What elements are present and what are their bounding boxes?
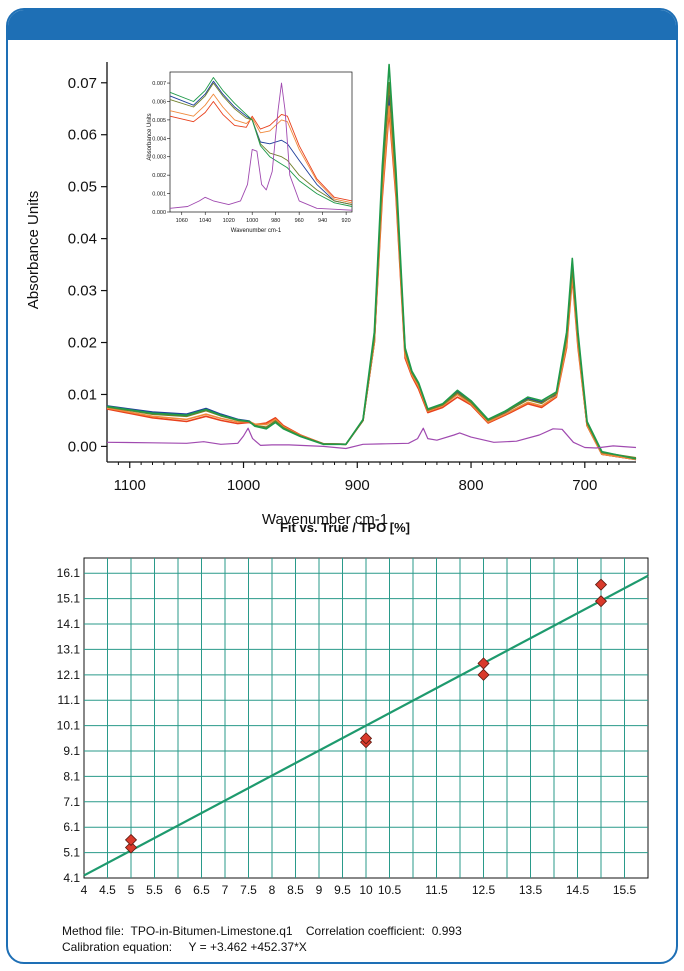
- calibration-data-point: [477, 657, 490, 670]
- spectrum-x-tick-label: 900: [345, 477, 370, 494]
- calibration-y-tick-label: 10.1: [57, 719, 81, 733]
- calibration-x-tick-label: 4.5: [99, 883, 116, 897]
- inset-y-tick-label: 0.001: [152, 192, 166, 198]
- inset-x-tick-label: 940: [318, 218, 327, 224]
- inset-x-tick-label: 1040: [199, 218, 211, 224]
- calibration-data-point: [477, 668, 490, 681]
- inset-x-tick-label: 920: [342, 218, 351, 224]
- spectrum-chart: 0.00 0.01 0.02 0.03 0.04 0.05 0.06 0.07 1100 1000…: [25, 62, 637, 528]
- inset-series-line: [169, 101, 353, 202]
- calibration-y-tick-label: 15.1: [57, 592, 81, 606]
- calibration-x-tick-label: 7.5: [240, 883, 257, 897]
- inset-chart: 0.000 0.001 0.002 0.003 0.004 0.005 0.006 0.007…: [147, 71, 353, 234]
- inset-y-tick-label: 0.003: [152, 155, 166, 161]
- calibration-x-tick-label: 8.5: [287, 883, 304, 897]
- inset-y-tick-label: 0.002: [152, 173, 166, 179]
- inset-y-tick-label: 0.006: [152, 99, 166, 105]
- inset-x-tick-label: 1000: [246, 218, 258, 224]
- spectrum-y-tick-label: 0.00: [68, 438, 97, 455]
- inset-x-tick-label: 1020: [223, 218, 235, 224]
- spectrum-y-tick-label: 0.05: [68, 179, 97, 196]
- calibration-data-point: [594, 595, 608, 608]
- spectrum-y-tick-label: 0.07: [68, 75, 97, 92]
- calibration-data-point: [594, 578, 608, 591]
- calibration-y-tick-label: 4.1: [63, 871, 80, 885]
- spectrum-x-axis-label: Wavenumber cm-1: [262, 511, 388, 528]
- calibration-y-tick-label: 16.1: [57, 566, 81, 580]
- calibration-x-tick-label: 9: [316, 883, 323, 897]
- spectrum-series-line: [106, 63, 637, 460]
- calibration-x-tick-label: 9.5: [334, 883, 351, 897]
- calibration-x-tick-label: 5.5: [146, 883, 163, 897]
- calibration-x-tick-label: 11.5: [425, 883, 448, 897]
- inset-y-tick-label: 0.000: [152, 210, 166, 216]
- calibration-y-tick-label: 9.1: [63, 744, 80, 758]
- calibration-x-tick-label: 15.5: [613, 883, 637, 897]
- calibration-data-point: [124, 833, 138, 846]
- calibration-x-tick-label: 6: [175, 883, 182, 897]
- inset-y-tick-label: 0.004: [152, 136, 166, 142]
- calibration-y-tick-label: 12.1: [57, 668, 81, 682]
- calibration-y-tick-label: 5.1: [63, 846, 80, 860]
- calibration-y-tick-label: 6.1: [63, 820, 80, 834]
- inset-x-tick-label: 980: [271, 218, 280, 224]
- calibration-data-point: [124, 841, 138, 854]
- spectrum-y-tick-label: 0.02: [68, 335, 97, 352]
- spectrum-y-axis-label: Absorbance Units: [25, 191, 42, 309]
- calibration-x-tick-label: 10: [359, 883, 373, 897]
- inset-y-tick-label: 0.007: [152, 81, 166, 87]
- calibration-x-tick-label: 10.5: [378, 883, 402, 897]
- calibration-data-point: [359, 732, 373, 745]
- calibration-x-tick-label: 12.5: [472, 883, 496, 897]
- calibration-x-tick-label: 5: [128, 883, 135, 897]
- calibration-x-tick-label: 7: [222, 883, 229, 897]
- inset-x-axis-label: Wavenumber cm-1: [231, 228, 282, 234]
- inset-y-axis-label: Absorbance Units: [147, 113, 153, 160]
- calibration-fit-line: [83, 574, 649, 877]
- calibration-equation-line: Calibration equation: Y = +3.462 +452.37…: [62, 940, 307, 954]
- calibration-x-tick-label: 13.5: [519, 883, 543, 897]
- spectrum-x-tick-label: 800: [459, 477, 484, 494]
- spectrum-y-tick-label: 0.01: [68, 386, 97, 403]
- inset-series-line: [169, 82, 353, 211]
- method-file-line: Method file: TPO-in-Bitumen-Limestone.q1…: [62, 924, 462, 938]
- calibration-x-tick-label: 6.5: [193, 883, 210, 897]
- calibration-chart: 4.1 5.1 6.1 7.1 8.1 9.1 10.1 11.1 12.1 13.1 14.1 15…: [57, 557, 649, 897]
- spectrum-x-tick-label: 700: [572, 477, 597, 494]
- calibration-x-tick-label: 8: [269, 883, 276, 897]
- calibration-y-tick-label: 13.1: [57, 642, 81, 656]
- spectrum-x-tick-label: 1100: [114, 477, 146, 494]
- calibration-x-tick-label: 4: [81, 883, 88, 897]
- calibration-y-tick-label: 7.1: [63, 795, 80, 809]
- inset-x-tick-label: 960: [295, 218, 304, 224]
- calibration-y-tick-label: 11.1: [58, 693, 81, 707]
- spectrum-y-tick-label: 0.03: [68, 283, 97, 300]
- calibration-title: Fit vs. True / TPO [%]: [280, 520, 410, 535]
- calibration-y-tick-label: 14.1: [57, 617, 81, 631]
- inset-x-tick-label: 1060: [176, 218, 188, 224]
- header-bar: [8, 10, 676, 40]
- calibration-y-tick-label: 8.1: [63, 769, 80, 783]
- calibration-x-tick-label: 14.5: [566, 883, 590, 897]
- inset-series-line: [169, 93, 353, 204]
- spectrum-y-tick-label: 0.06: [68, 127, 97, 144]
- spectrum-series-line: [106, 427, 637, 450]
- spectrum-x-tick-label: 1000: [227, 477, 260, 494]
- inset-series-line: [169, 77, 353, 207]
- inset-y-tick-label: 0.005: [152, 118, 166, 124]
- spectrum-y-tick-label: 0.04: [68, 231, 97, 248]
